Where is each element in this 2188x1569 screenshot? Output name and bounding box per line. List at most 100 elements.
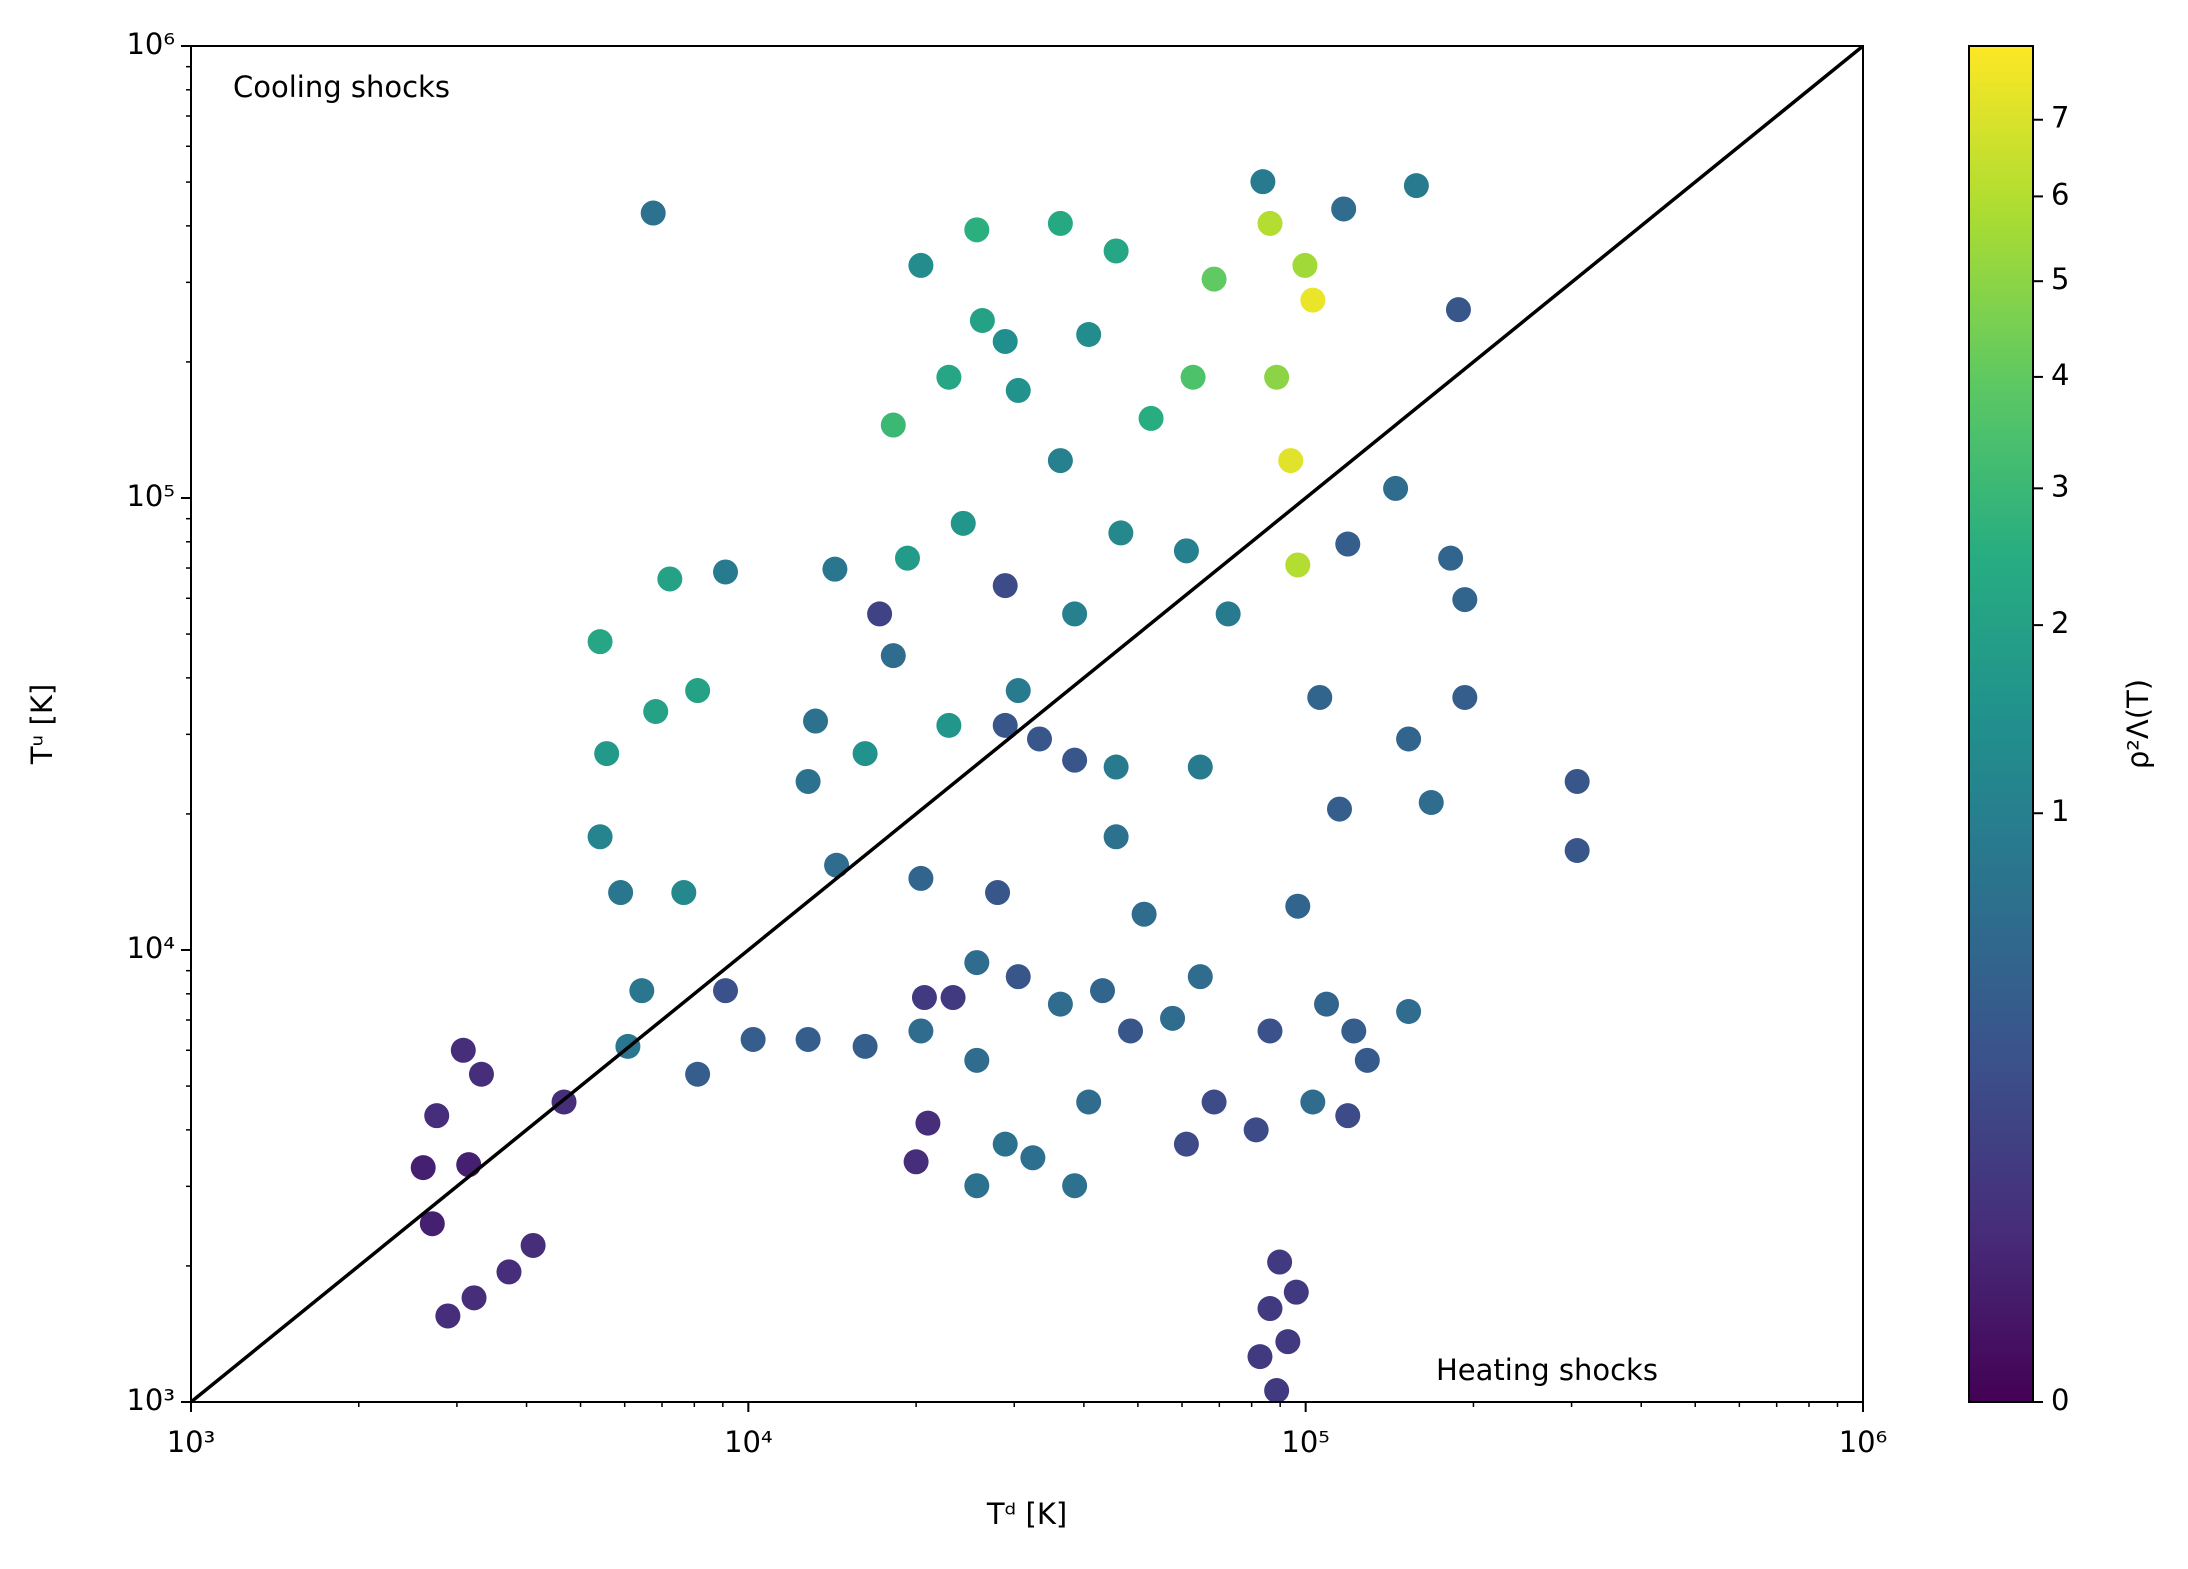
colorbar-tick-label: 0 (2051, 1383, 2069, 1417)
point (1047, 991, 1073, 1017)
point (1138, 405, 1164, 431)
point (880, 412, 906, 438)
point (908, 865, 934, 891)
point (1180, 364, 1206, 390)
point (1264, 364, 1290, 390)
point (1564, 838, 1590, 864)
point (894, 545, 920, 571)
point (1160, 1005, 1186, 1031)
point (1076, 1089, 1102, 1115)
point (410, 1155, 436, 1181)
point (1173, 538, 1199, 564)
point (1062, 1173, 1088, 1199)
point (852, 1033, 878, 1059)
point (1354, 1047, 1380, 1073)
point (685, 1061, 711, 1087)
colorbar-frame (1968, 45, 2034, 1403)
point (915, 1110, 941, 1136)
point (1292, 252, 1318, 278)
point (911, 985, 937, 1011)
point (1062, 601, 1088, 627)
point (424, 1103, 450, 1129)
point (468, 1061, 494, 1087)
x-tick-label: 10³ (167, 1425, 216, 1459)
point (1076, 321, 1102, 347)
colorbar-tick-label: 2 (2051, 606, 2069, 640)
point (1047, 448, 1073, 474)
colorbar (1969, 46, 2033, 1402)
point (964, 1173, 990, 1199)
point (992, 573, 1018, 599)
point (1005, 964, 1031, 990)
y-axis-label: Tᵘ [K] (25, 684, 59, 765)
point (936, 712, 962, 738)
x-axis-label: Tᵈ [K] (986, 1497, 1067, 1531)
point (685, 678, 711, 704)
point (1173, 1131, 1199, 1157)
point (1275, 1329, 1301, 1355)
point (713, 559, 739, 585)
point (740, 1026, 766, 1052)
point (964, 950, 990, 976)
point (643, 699, 669, 725)
point (435, 1303, 461, 1329)
point (1564, 768, 1590, 794)
point (1243, 1117, 1269, 1143)
point (1062, 747, 1088, 773)
point (640, 200, 666, 226)
point (419, 1211, 445, 1237)
point (1418, 789, 1444, 815)
point (867, 601, 893, 627)
point (1247, 1344, 1273, 1370)
colorbar-tick-label: 1 (2051, 794, 2069, 828)
point (461, 1285, 487, 1311)
point (795, 768, 821, 794)
point (992, 1131, 1018, 1157)
reference-line (191, 46, 1863, 1402)
point (587, 629, 613, 655)
point (1331, 196, 1357, 222)
point (1307, 684, 1333, 710)
point (1020, 1145, 1046, 1171)
point (657, 566, 683, 592)
point (880, 643, 906, 669)
point (1257, 1018, 1283, 1044)
point (1335, 1103, 1361, 1129)
point (1264, 1378, 1290, 1402)
y-tick-label: 10⁴ (126, 931, 175, 965)
point (824, 852, 850, 878)
point (1215, 601, 1241, 627)
point (1108, 520, 1134, 546)
colorbar-tick-label: 6 (2051, 177, 2069, 211)
point (520, 1232, 546, 1258)
point (713, 978, 739, 1004)
point (908, 252, 934, 278)
point (1396, 726, 1422, 752)
point (950, 510, 976, 536)
point (969, 308, 995, 334)
point (1326, 796, 1352, 822)
point (964, 217, 990, 243)
x-tick-label: 10⁵ (1281, 1425, 1330, 1459)
x-tick-label: 10⁶ (1839, 1425, 1888, 1459)
colorbar-tick-label: 7 (2051, 101, 2069, 135)
scatter-layer (191, 46, 1863, 1402)
point (1283, 1279, 1309, 1305)
point (903, 1149, 929, 1175)
point (1250, 169, 1276, 195)
point (1438, 545, 1464, 571)
x-tick-label: 10⁴ (724, 1425, 773, 1459)
point (594, 741, 620, 767)
point (1103, 754, 1129, 780)
point (964, 1047, 990, 1073)
point (1445, 297, 1471, 323)
colorbar-tick-label: 5 (2051, 262, 2069, 296)
point (1257, 1296, 1283, 1322)
point (1278, 448, 1304, 474)
point (992, 328, 1018, 354)
point (1285, 552, 1311, 578)
point (1267, 1249, 1293, 1275)
y-tick-label: 10⁵ (126, 479, 175, 513)
point (1103, 238, 1129, 264)
